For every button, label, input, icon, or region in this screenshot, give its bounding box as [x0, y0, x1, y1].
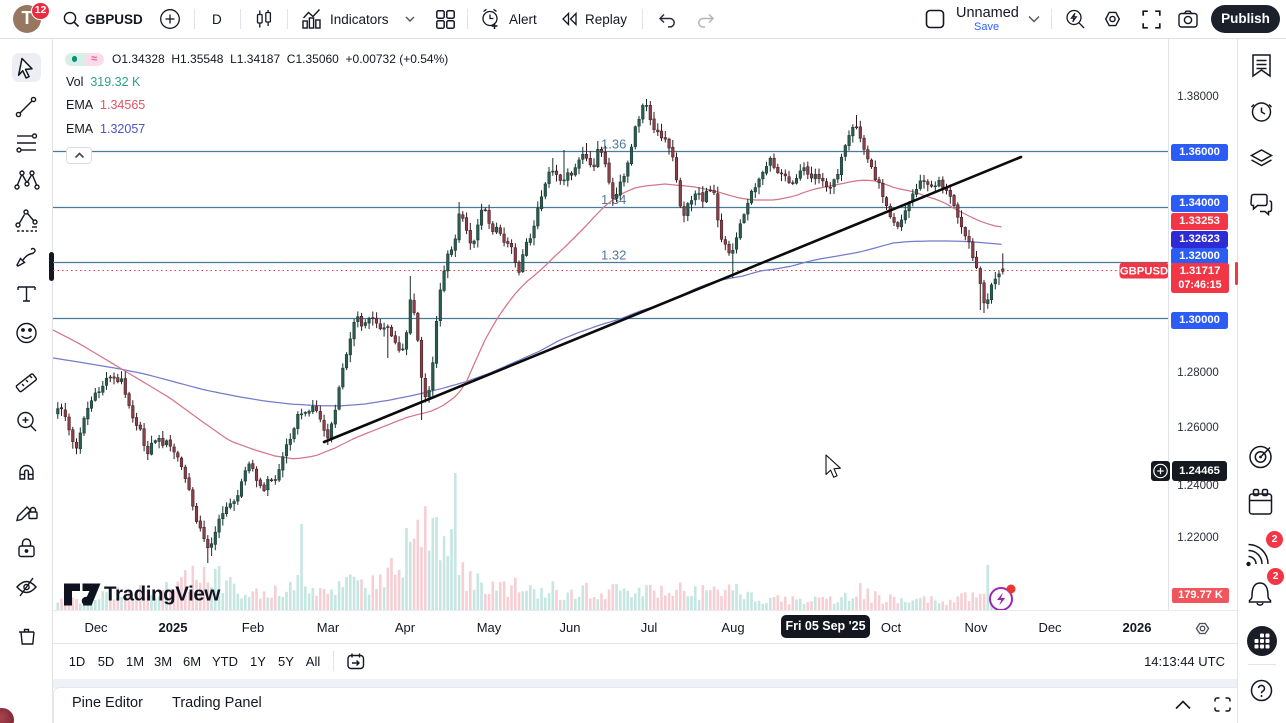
svg-text:TradingView: TradingView	[104, 583, 220, 606]
svg-text:GBPUSD: GBPUSD	[1120, 266, 1168, 278]
svg-text:1.36: 1.36	[601, 137, 626, 152]
svg-text:1.32: 1.32	[601, 248, 626, 263]
